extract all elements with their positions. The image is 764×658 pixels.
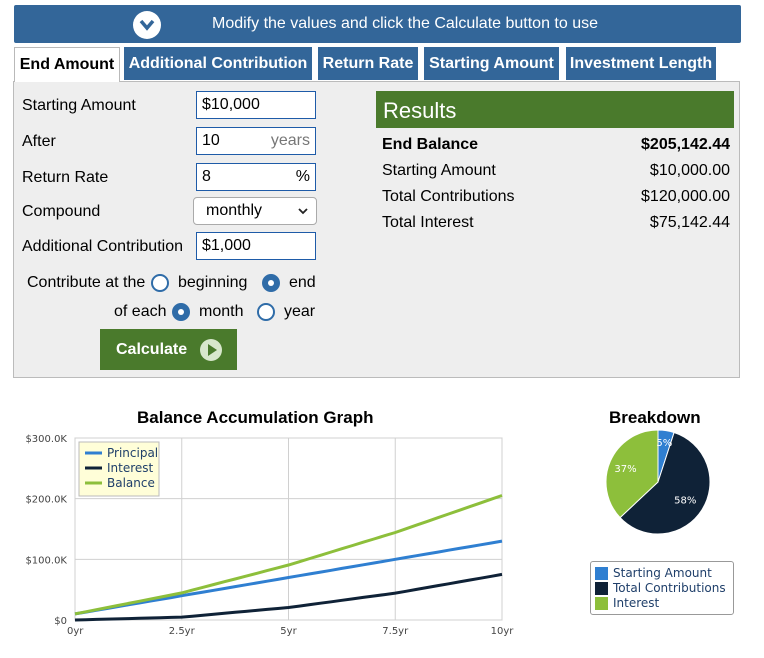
result-label: Total Contributions [382,188,515,205]
radio-beginning-label: beginning [178,274,248,291]
instruction-banner: Modify the values and click the Calculat… [14,5,741,43]
after-value: 10 [202,132,220,149]
x-tick-label: 5yr [280,626,297,637]
breakdown-pie-chart: 5% 58% 37% [605,430,711,535]
starting-amount-label: Starting Amount [22,97,136,114]
return-rate-input[interactable]: 8% [196,163,316,191]
banner-text: Modify the values and click the Calculat… [212,15,598,32]
after-years-input[interactable]: 10 years [196,127,316,155]
pie-value-label: 37% [614,464,636,475]
tab-end-amount[interactable]: End Amount [14,47,120,82]
radio-year-label: year [284,303,316,320]
pie-chart-title: Breakdown [609,408,701,427]
legend-interest: Interest [107,461,154,475]
of-each-label: of each [114,303,167,320]
result-label: End Balance [382,136,479,153]
y-tick-label: $0 [54,616,67,627]
radio-end-label: end [289,274,316,291]
legend-starting-amount: Starting Amount [613,566,712,580]
chevron-down-icon[interactable] [133,11,161,39]
compound-value: monthly [206,202,263,219]
result-value: $205,142.44 [641,136,730,153]
radio-end[interactable] [262,274,280,292]
pie-value-label: 58% [674,495,696,506]
pie-value-label: 5% [656,438,672,449]
radio-month-label: month [199,303,244,320]
play-icon [200,339,222,361]
additional-contribution-label: Additional Contribution [22,238,183,255]
legend-total-contributions: Total Contributions [613,581,726,595]
radio-year[interactable] [257,303,275,321]
legend-swatch-interest [595,597,608,610]
interest-line [74,572,503,622]
results-header: Results [376,91,734,128]
calculate-label: Calculate [116,341,188,358]
return-rate-label: Return Rate [22,169,109,186]
tab-return-rate[interactable]: Return Rate [318,47,418,80]
after-label: After [22,133,56,150]
y-tick-label: $100.0K [25,555,67,566]
result-row-end-balance: End Balance $205,142.44 [382,136,730,154]
x-tick-label: 2.5yr [169,626,196,637]
x-tick-label: 0yr [67,626,84,637]
radio-month[interactable] [172,303,190,321]
contribute-at-label: Contribute at the [27,274,146,291]
x-tick-label: 7.5yr [382,626,409,637]
legend-swatch-total-contributions [595,582,608,595]
pie-slice-total-contributions [619,431,711,535]
compound-select[interactable]: monthly [193,197,317,225]
balance-line [74,494,503,616]
principal-line [74,539,503,616]
tab-investment-length[interactable]: Investment Length [566,47,716,80]
pie-legend: Starting Amount Total Contributions Inte… [590,561,734,615]
x-tick-label: 10yr [491,626,515,637]
legend-principal: Principal [107,446,158,460]
result-label: Total Interest [382,214,474,231]
result-label: Starting Amount [382,162,496,179]
pie-slice-interest [605,430,659,519]
percent-suffix: % [295,168,310,185]
tab-starting-amount[interactable]: Starting Amount [424,47,559,80]
tab-additional-contribution[interactable]: Additional Contribution [124,47,312,80]
legend-balance: Balance [107,476,155,490]
y-tick-label: $200.0K [25,495,67,506]
additional-contribution-value: $1,000 [202,237,251,254]
radio-beginning[interactable] [151,274,169,292]
result-value: $120,000.00 [641,188,730,205]
result-value: $75,142.44 [649,214,730,231]
additional-contribution-input[interactable]: $1,000 [196,232,316,260]
chevron-down-icon [298,208,308,215]
result-row-total-interest: Total Interest $75,142.44 [382,214,730,232]
years-suffix: years [270,132,310,149]
result-row-starting-amount: Starting Amount $10,000.00 [382,162,730,180]
line-chart-title: Balance Accumulation Graph [137,408,374,427]
calculator-panel [13,81,740,378]
legend-swatch-starting-amount [595,567,608,580]
result-row-total-contributions: Total Contributions $120,000.00 [382,188,730,206]
calculate-button[interactable]: Calculate [100,329,237,370]
starting-amount-input[interactable]: $10,000 [196,91,316,119]
legend-interest: Interest [613,596,660,610]
return-rate-value: 8 [202,168,211,185]
result-value: $10,000.00 [649,162,730,179]
chart-legend: Principal Interest Balance [78,441,160,497]
y-tick-label: $300.0K [25,434,67,445]
results-title: Results [383,98,457,123]
compound-label: Compound [22,203,101,220]
starting-amount-value: $10,000 [202,96,260,113]
balance-accumulation-chart: $0 $100.0K $200.0K $300.0K 0yr 2.5yr 5yr 7.5yr 1… [25,434,515,637]
